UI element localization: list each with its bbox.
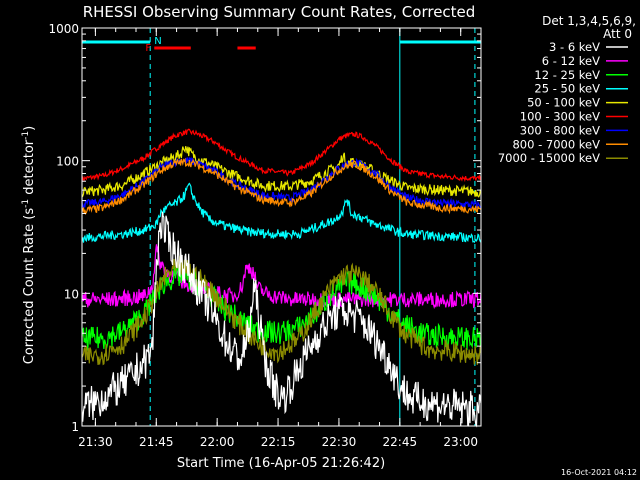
legend-label: 12 - 25 keV (534, 68, 600, 82)
plot-frame (81, 27, 482, 427)
x-tick-label: 21:45 (139, 435, 174, 449)
series-line (81, 255, 482, 366)
legend-label: 25 - 50 keV (534, 82, 600, 96)
chart-title: RHESSI Observing Summary Count Rates, Co… (83, 3, 476, 21)
legend-label: 3 - 6 keV (549, 40, 600, 54)
y-axis: 1 10 100 1000 (48, 22, 481, 434)
series-line (81, 211, 482, 428)
legend-label: 50 - 100 keV (527, 96, 600, 110)
x-tick-label: 21:30 (78, 435, 113, 449)
y-axis-label: Corrected Count Rate (s-1 detector-1) (21, 126, 37, 364)
series-line (81, 128, 482, 183)
y-tick-label: 10 (64, 287, 79, 301)
legend-label: 800 - 7000 keV (512, 137, 600, 151)
legend-label: 300 - 800 keV (520, 123, 600, 137)
series-line (81, 157, 482, 216)
series-line (81, 244, 482, 310)
legend-label: 7000 - 15000 keV (498, 151, 600, 165)
x-tick-label: 22:15 (261, 435, 296, 449)
flare-label: F (145, 43, 151, 54)
series-line (81, 264, 482, 351)
x-tick-label: 22:30 (322, 435, 357, 449)
legend-label: 6 - 12 keV (542, 54, 600, 68)
x-tick-label: 22:45 (383, 435, 418, 449)
timestamp: 16-Oct-2021 04:12 (561, 468, 637, 477)
legend-header-attenuator: Att 0 (603, 27, 632, 41)
x-tick-label: 22:00 (200, 435, 235, 449)
y-tick-label: 1 (71, 420, 79, 434)
series-line (81, 146, 482, 198)
plot-area: NF (81, 28, 482, 428)
y-tick-label: 1000 (48, 22, 79, 36)
y-tick-label: 100 (56, 155, 79, 169)
legend-label: 100 - 300 keV (520, 110, 600, 124)
series-line (81, 182, 482, 244)
night-label: N (154, 36, 161, 47)
legend-header-detectors: Det 1,3,4,5,6,9, (542, 14, 636, 28)
x-axis: 21:30 21:45 22:00 22:15 22:30 22:45 23:00 (78, 28, 482, 449)
x-tick-label: 23:00 (443, 435, 478, 449)
x-axis-label: Start Time (16-Apr-05 21:26:42) (177, 456, 385, 471)
